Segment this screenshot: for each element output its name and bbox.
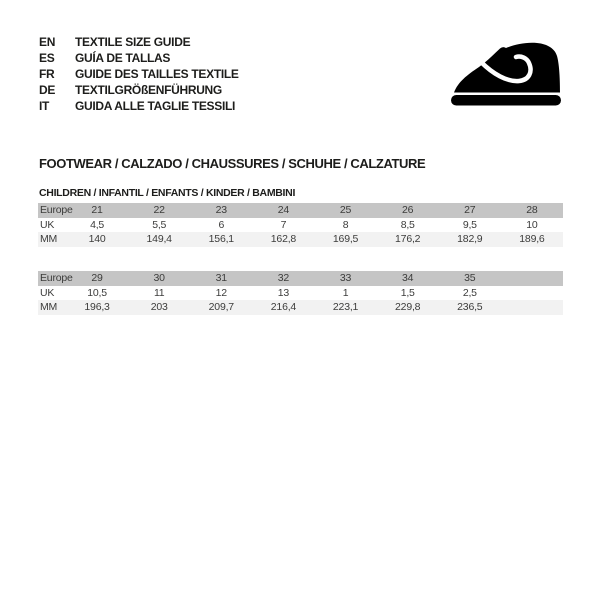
- size-value: [501, 286, 563, 301]
- size-value: 32: [277, 272, 290, 285]
- size-value: 29: [91, 272, 103, 285]
- size-value: 196,3: [84, 301, 110, 314]
- size-value: 4,5: [90, 218, 105, 231]
- size-value: 22: [153, 204, 165, 217]
- size-value: 229,8: [395, 301, 421, 314]
- size-row-uk: UK 10,5 11 12 13 1 1,5 2,5: [38, 285, 563, 301]
- size-value: 203: [150, 301, 168, 314]
- row-label: UK: [40, 218, 55, 231]
- size-row-uk: UK 4,5 5,5 6 7 8 8,5 9,5 10: [38, 217, 563, 233]
- size-value: 8: [342, 218, 349, 231]
- size-value: 27: [464, 204, 476, 217]
- size-value: 23: [215, 204, 227, 217]
- size-value: 7: [280, 218, 287, 231]
- row-label: Europe: [40, 272, 73, 285]
- row-label: Europe: [40, 204, 73, 217]
- size-value: 13: [277, 286, 290, 299]
- language-code: IT: [39, 99, 50, 113]
- size-table-children-21-28: Europe 21 22 23 24 25 26 27 28 UK 4,5 5,5 6 7 8 8,5 9,5 1…: [38, 203, 563, 247]
- size-value: 149,4: [146, 233, 172, 246]
- size-value: 1,5: [400, 286, 415, 299]
- size-value: 21: [91, 204, 103, 217]
- language-label: TEXTILGRÖßENFÜHRUNG: [75, 83, 222, 97]
- section-title: FOOTWEAR / CALZADO / CHAUSSURES / SCHUHE…: [39, 156, 426, 171]
- language-label: TEXTILE SIZE GUIDE: [75, 35, 191, 49]
- size-value: 34: [402, 272, 414, 285]
- size-value: 223,1: [332, 301, 359, 314]
- language-code: EN: [39, 35, 56, 49]
- size-value: [501, 300, 563, 315]
- size-value: 216,4: [270, 301, 297, 314]
- size-value: 30: [153, 272, 165, 285]
- size-value: 11: [153, 286, 165, 299]
- size-value: 189,6: [519, 233, 545, 246]
- size-value: 28: [526, 204, 538, 217]
- size-table-children-29-35: Europe 29 30 31 32 33 34 35 UK 10,5 11 12 13 1 1,5 2,5 M…: [38, 271, 563, 315]
- language-row-it: IT GUIDA ALLE TAGLIE TESSILI: [39, 98, 239, 114]
- children-shoe-icon: [451, 42, 561, 106]
- language-label: GUIDE DES TAILLES TEXTILE: [75, 67, 239, 81]
- language-row-es: ES GUÍA DE TALLAS: [39, 50, 239, 66]
- size-value: 35: [464, 272, 476, 285]
- row-label: MM: [40, 233, 58, 246]
- size-value: 6: [218, 218, 225, 231]
- row-label: UK: [40, 286, 55, 299]
- size-value: 169,5: [332, 233, 359, 246]
- size-row-mm: MM 196,3 203 209,7 216,4 223,1 229,8 236,5: [38, 300, 563, 315]
- section-subtitle: CHILDREN / INFANTIL / ENFANTS / KINDER /…: [39, 187, 296, 199]
- language-list: EN TEXTILE SIZE GUIDE ES GUÍA DE TALLAS …: [39, 34, 239, 114]
- size-value: 8,5: [400, 218, 415, 231]
- size-value: 25: [339, 204, 352, 217]
- size-value: 162,8: [270, 233, 297, 246]
- language-label: GUÍA DE TALLAS: [75, 51, 171, 65]
- size-row-europe: Europe 29 30 31 32 33 34 35: [38, 271, 563, 286]
- size-value: 176,2: [395, 233, 421, 246]
- language-code: FR: [39, 67, 55, 81]
- language-code: ES: [39, 51, 55, 65]
- row-label: MM: [40, 301, 58, 314]
- size-row-mm: MM 140 149,4 156,1 162,8 169,5 176,2 182,9 189,6: [38, 232, 563, 247]
- size-value: 1: [342, 286, 349, 299]
- language-row-en: EN TEXTILE SIZE GUIDE: [39, 34, 239, 50]
- size-value: 140: [88, 233, 106, 246]
- size-value: 10,5: [87, 286, 107, 299]
- size-value: 5,5: [152, 218, 167, 231]
- size-row-europe: Europe 21 22 23 24 25 26 27 28: [38, 203, 563, 218]
- size-value: 182,9: [457, 233, 483, 246]
- language-label: GUIDA ALLE TAGLIE TESSILI: [75, 99, 236, 113]
- size-value: 9,5: [462, 218, 477, 231]
- size-value: 209,7: [208, 301, 234, 314]
- size-value: 24: [277, 204, 290, 217]
- size-value: 156,1: [208, 233, 234, 246]
- size-value: [501, 271, 563, 286]
- language-code: DE: [39, 83, 56, 97]
- size-value: 12: [215, 286, 227, 299]
- size-value: 10: [526, 218, 538, 231]
- language-row-fr: FR GUIDE DES TAILLES TEXTILE: [39, 66, 239, 82]
- size-value: 33: [339, 272, 352, 285]
- size-value: 236,5: [457, 301, 483, 314]
- language-row-de: DE TEXTILGRÖßENFÜHRUNG: [39, 82, 239, 98]
- size-value: 31: [215, 272, 227, 285]
- size-value: 26: [402, 204, 414, 217]
- size-value: 2,5: [462, 286, 477, 299]
